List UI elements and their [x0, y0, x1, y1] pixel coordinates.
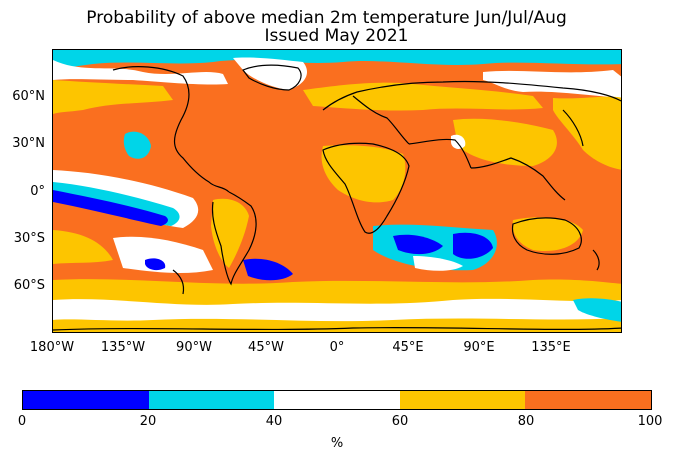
colorbar-unit-label: %: [330, 436, 344, 451]
region-n-yellow-1: [53, 80, 173, 114]
region-australia-yellow: [512, 217, 583, 252]
region-india-white: [451, 134, 466, 149]
region-sp-blue: [145, 258, 166, 271]
coastlines: [53, 64, 621, 331]
region-greenland-white: [233, 57, 308, 90]
colorbar-segment-80-100: [525, 391, 651, 409]
map-subtitle: Issued May 2021: [264, 26, 409, 46]
colorbar-segment-0-20: [23, 391, 149, 409]
region-samerica-yellow: [211, 198, 249, 268]
region-pacific-blue: [53, 190, 168, 226]
colorbar: [22, 390, 652, 410]
region-npac-cyan: [123, 131, 151, 159]
region-sp-yellow: [53, 230, 113, 264]
colorbar-tick-0: 0: [17, 414, 27, 429]
region-arctic-cyan: [53, 50, 621, 70]
lat-label-60s: 60°S: [13, 278, 45, 293]
colorbar-segment-20-40: [148, 391, 275, 409]
lon-label-90e: 90°E: [463, 340, 495, 355]
lon-label-135w: 135°W: [100, 340, 146, 355]
region-asia-yellow: [453, 118, 557, 166]
lon-label-180w: 180°W: [29, 340, 75, 355]
colorbar-tick-80: 80: [517, 414, 535, 429]
lon-label-90w: 90°W: [176, 340, 212, 355]
lat-label-30s: 30°S: [13, 231, 45, 246]
map-title: Probability of above median 2m temperatu…: [86, 8, 567, 28]
region-satl-blue: [243, 258, 293, 281]
colorbar-tick-60: 60: [391, 414, 409, 429]
colorbar-tick-20: 20: [139, 414, 157, 429]
region-io-white: [413, 256, 463, 271]
colorbar-segment-40-60: [274, 391, 400, 409]
colorbar-segment-60-80: [399, 391, 526, 409]
lon-label-45w: 45°W: [248, 340, 284, 355]
probability-field: [53, 50, 621, 332]
lon-label-45e: 45°E: [392, 340, 424, 355]
colorbar-tick-40: 40: [265, 414, 283, 429]
region-africa-yellow: [321, 145, 406, 203]
region-io-blue-2: [453, 232, 493, 259]
lon-label-0: 0°: [329, 340, 345, 355]
region-io-blue: [393, 234, 443, 255]
region-n-yellow-3: [553, 96, 621, 170]
lat-label-equator: 0°: [30, 184, 45, 199]
colorbar-tick-100: 100: [637, 414, 663, 429]
region-so-cyan: [573, 298, 621, 322]
lat-label-60n: 60°N: [12, 89, 45, 104]
region-so-white: [53, 298, 621, 322]
lat-label-30n: 30°N: [12, 136, 45, 151]
lon-label-135e: 135°E: [531, 340, 571, 355]
world-map: [52, 49, 622, 333]
region-sp-white: [113, 236, 213, 274]
